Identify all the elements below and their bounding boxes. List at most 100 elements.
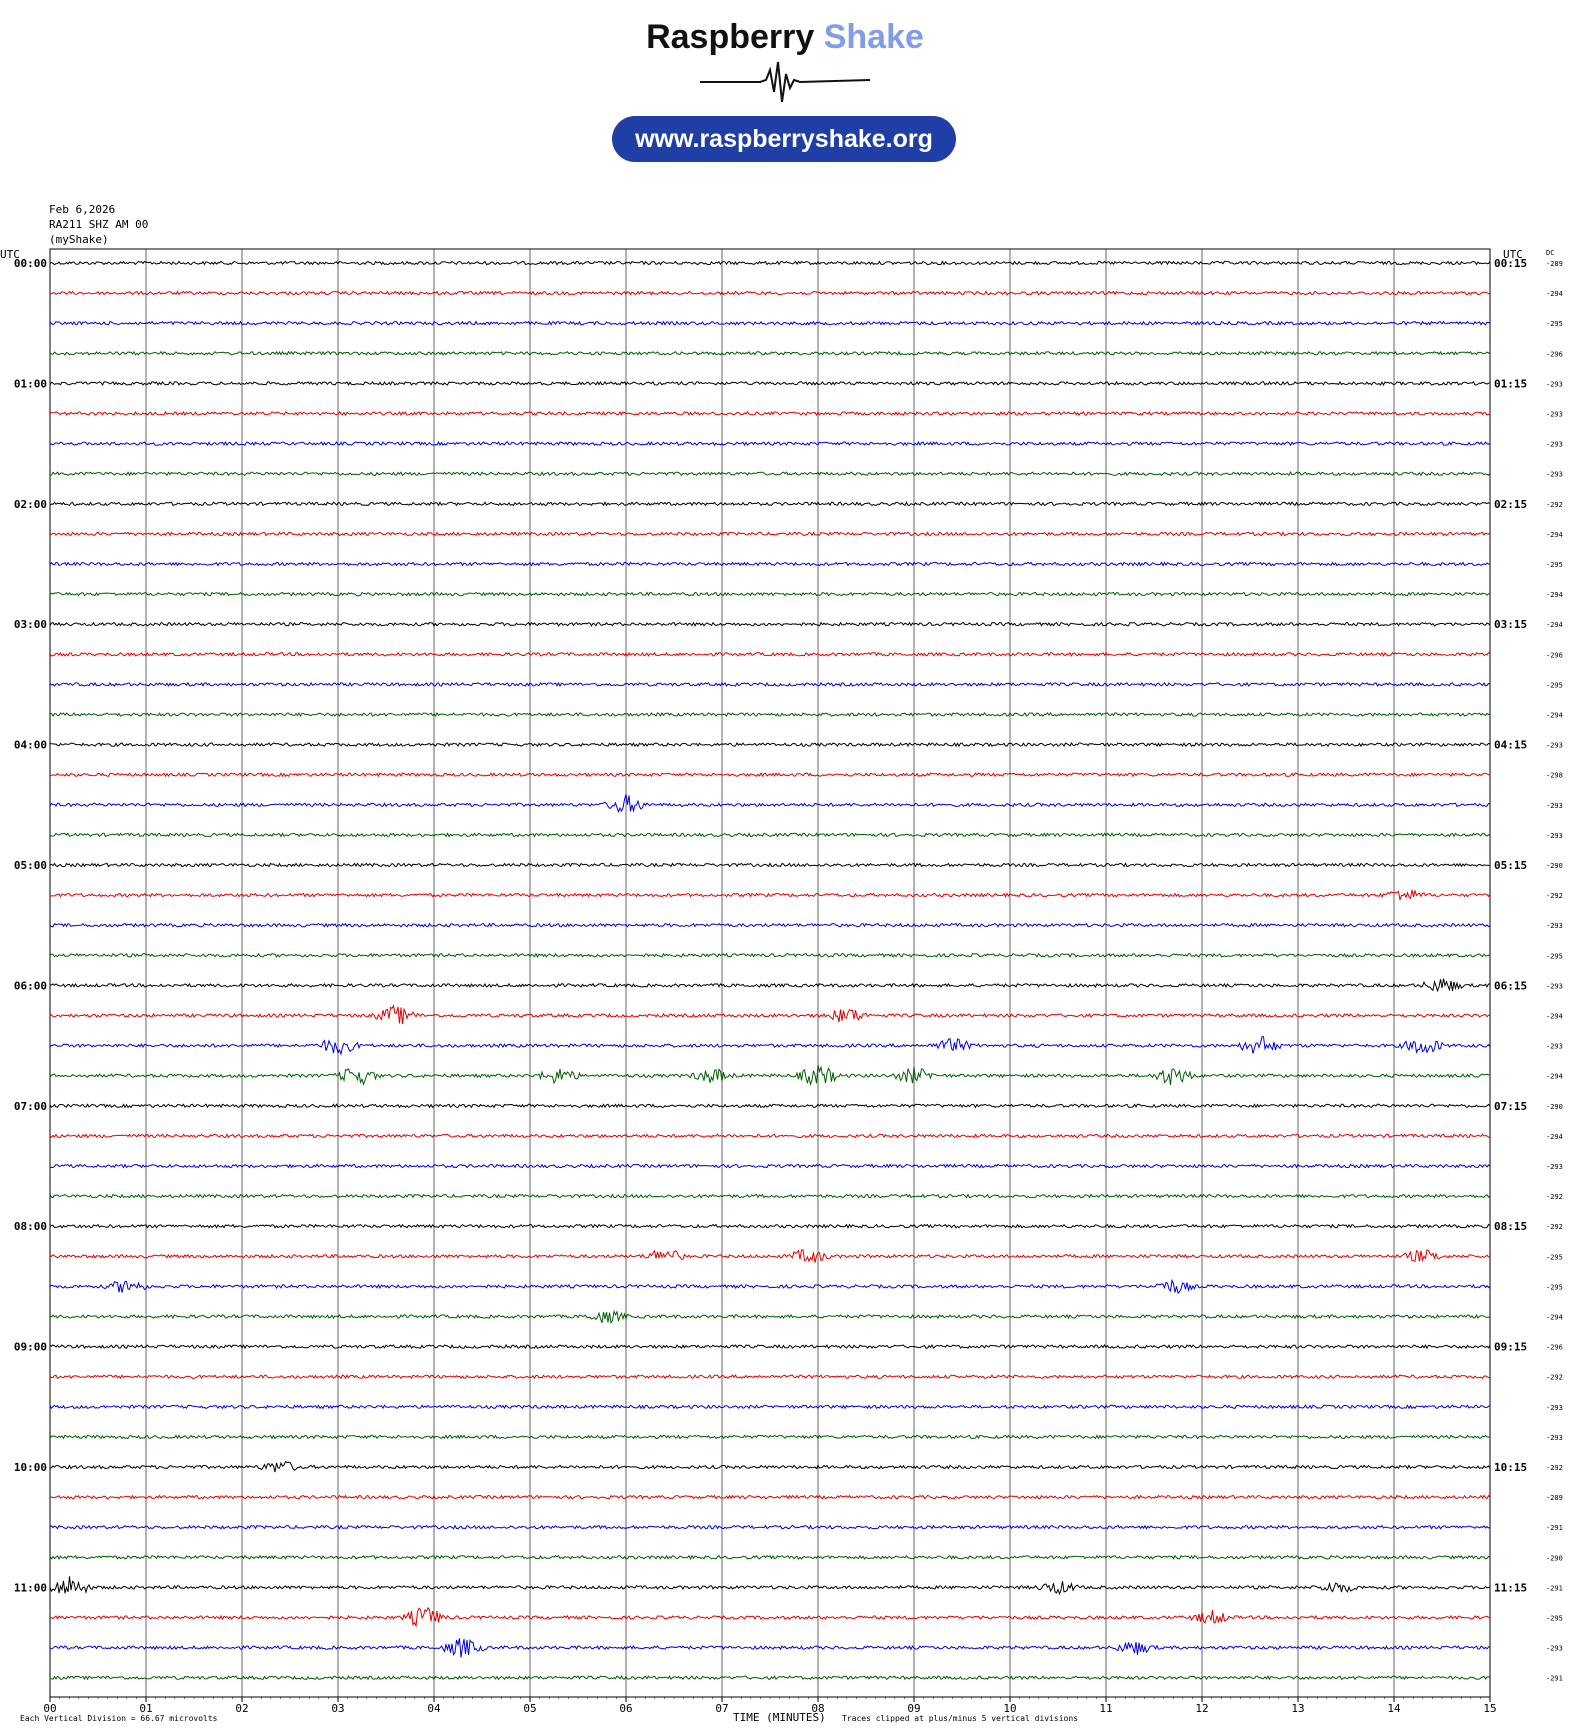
- dc-offset-label: -291: [1546, 1675, 1563, 1683]
- dc-offset-label: -292: [1546, 501, 1563, 509]
- trace-row: [49, 1103, 1491, 1109]
- dc-offset-label: -293: [1546, 411, 1563, 419]
- dc-offset-label: -295: [1546, 320, 1563, 328]
- row-end-time-label: 03:15: [1494, 618, 1527, 631]
- dc-offset-label: -293: [1546, 832, 1563, 840]
- dc-offset-label: -294: [1546, 1314, 1563, 1322]
- trace-row: [49, 501, 1491, 507]
- row-start-time-label: 05:00: [14, 859, 47, 872]
- x-tick-label: 04: [427, 1702, 441, 1715]
- dc-column-title: DC: [1546, 249, 1554, 257]
- dc-offset-label: -293: [1546, 1043, 1563, 1051]
- dc-offset-label: -294: [1546, 591, 1563, 599]
- trace-row: [49, 772, 1491, 778]
- trace-row: [49, 651, 1491, 658]
- x-tick-label: 09: [907, 1702, 920, 1715]
- row-start-time-label: 01:00: [14, 377, 47, 390]
- dc-offset-label: -291: [1546, 1584, 1563, 1592]
- dc-offset-label: -292: [1546, 1223, 1563, 1231]
- trace-row: [49, 794, 1491, 814]
- trace-row: [49, 742, 1491, 748]
- trace-row: [49, 1434, 1491, 1440]
- dc-offset-label: -295: [1546, 1253, 1563, 1261]
- trace-row: [49, 1404, 1491, 1410]
- dc-offset-label: -294: [1546, 290, 1563, 298]
- dc-offset-label: -296: [1546, 651, 1563, 659]
- trace-row: [49, 1675, 1491, 1681]
- dc-offset-label: -294: [1546, 531, 1563, 539]
- row-start-time-label: 00:00: [14, 257, 47, 270]
- trace-row: [49, 1133, 1491, 1139]
- dc-offset-label: -290: [1546, 1103, 1563, 1111]
- clip-note: Traces clipped at plus/minus 5 vertical …: [842, 1714, 1078, 1723]
- trace-row: [49, 561, 1491, 567]
- trace-row: [49, 1576, 1491, 1596]
- dc-offset-label: -298: [1546, 772, 1563, 780]
- dc-offset-label: -294: [1546, 621, 1563, 629]
- x-tick-label: 02: [235, 1702, 248, 1715]
- plot-frame: [49, 248, 1491, 1698]
- row-end-time-label: 01:15: [1494, 377, 1527, 390]
- dc-offset-label: -289: [1546, 1494, 1563, 1502]
- chart-grid: [49, 248, 1491, 1702]
- trace-row: [49, 1460, 1491, 1473]
- x-tick-label: 08: [811, 1702, 824, 1715]
- trace-row: [50, 1638, 1491, 1658]
- trace-row: [49, 1004, 1490, 1024]
- row-start-time-label: 06:00: [14, 979, 47, 992]
- x-tick-label: 07: [715, 1702, 728, 1715]
- dc-offset-label: -296: [1546, 350, 1563, 358]
- trace-row: [49, 1344, 1491, 1350]
- row-end-time-label: 06:15: [1494, 979, 1527, 992]
- trace-row: [49, 1374, 1490, 1380]
- row-start-time-label: 11:00: [14, 1581, 47, 1594]
- trace-row: [49, 350, 1491, 356]
- x-tick-label: 13: [1291, 1702, 1304, 1715]
- station-code: RA211 SHZ AM 00: [49, 218, 149, 231]
- dc-offset-label: -293: [1546, 982, 1563, 990]
- trace-row: [49, 1193, 1491, 1199]
- row-start-time-label: 04:00: [14, 739, 47, 752]
- brand-logo-text: Raspberry Shake: [0, 18, 1570, 57]
- trace-row: [49, 922, 1491, 928]
- dc-offset-label: -293: [1546, 380, 1563, 388]
- website-url-badge[interactable]: www.raspberryshake.org: [612, 116, 956, 162]
- dc-offset-label: -293: [1546, 1163, 1563, 1171]
- row-end-time-label: 07:15: [1494, 1100, 1527, 1113]
- trace-row: [49, 862, 1491, 868]
- trace-row: [49, 1278, 1491, 1295]
- x-tick-label: 12: [1195, 1702, 1208, 1715]
- dc-offset-label: -293: [1546, 922, 1563, 930]
- trace-row: [49, 591, 1491, 597]
- x-tick-label: 00: [43, 1702, 56, 1715]
- dc-offset-label: -294: [1546, 1073, 1563, 1081]
- dc-offset-label: -293: [1546, 1434, 1563, 1442]
- trace-row: [49, 1554, 1491, 1561]
- seismic-wave-logo-icon: [700, 61, 870, 103]
- x-tick-label: 15: [1483, 1702, 1496, 1715]
- trace-row: [49, 621, 1491, 627]
- dc-offset-label: -295: [1546, 1615, 1563, 1623]
- right-axis-title: UTC: [1503, 248, 1523, 261]
- trace-row: [49, 1309, 1491, 1324]
- dc-offset-label: -292: [1546, 1464, 1563, 1472]
- dc-offset-label: -293: [1546, 1645, 1563, 1653]
- row-end-time-label: 00:15: [1494, 257, 1527, 270]
- dc-offset-label: -294: [1546, 1013, 1563, 1021]
- x-tick-label: 10: [1003, 1702, 1016, 1715]
- row-end-time-label: 02:15: [1494, 498, 1527, 511]
- x-tick-label: 06: [619, 1702, 632, 1715]
- dc-offset-label: -296: [1546, 1344, 1563, 1352]
- trace-row: [49, 681, 1491, 688]
- x-tick-label: 11: [1099, 1702, 1112, 1715]
- trace-row: [49, 290, 1491, 296]
- trace-row: [49, 440, 1491, 447]
- trace-row: [49, 1494, 1491, 1500]
- row-start-time-label: 08:00: [14, 1220, 47, 1233]
- row-end-time-label: 05:15: [1494, 859, 1527, 872]
- x-tick-label: 14: [1387, 1702, 1401, 1715]
- trace-row: [49, 410, 1491, 417]
- row-start-time-label: 03:00: [14, 618, 47, 631]
- row-end-time-label: 10:15: [1494, 1461, 1527, 1474]
